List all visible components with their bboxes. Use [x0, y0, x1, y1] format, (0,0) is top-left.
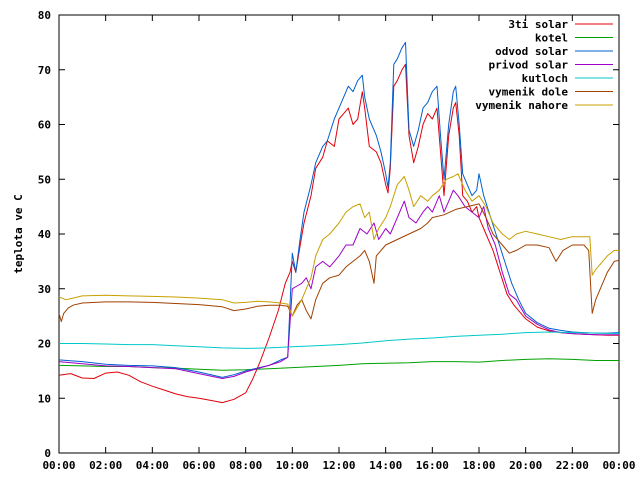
x-tick-label: 06:00 [182, 459, 215, 472]
y-tick-label: 30 [38, 283, 51, 296]
x-tick-label: 04:00 [136, 459, 169, 472]
legend-label: privod solar [489, 59, 569, 72]
y-axis-ticks: 0 10 20 30 40 50 60 70 80 [38, 9, 619, 460]
legend-label: kutloch [522, 72, 568, 85]
y-axis-label: teplota ve C [12, 194, 25, 273]
y-tick-label: 70 [38, 64, 51, 77]
x-tick-label: 00:00 [42, 459, 75, 472]
y-tick-label: 60 [38, 119, 51, 132]
legend-label: odvod solar [495, 45, 568, 58]
x-tick-label: 12:00 [322, 459, 355, 472]
x-tick-label: 14:00 [369, 459, 402, 472]
series-line-kotel [58, 358, 619, 371]
x-tick-label: 18:00 [462, 459, 495, 472]
x-axis-ticks: 00:00 02:00 04:00 06:00 08:00 10:00 12:00 14:00… [42, 15, 636, 472]
x-tick-label: 20:00 [509, 459, 542, 472]
y-tick-label: 20 [38, 338, 51, 351]
series-line-vymenik-dole [58, 203, 620, 323]
series-line-kutloch [59, 331, 620, 349]
series-line-3ti-solar [58, 63, 619, 404]
y-tick-label: 10 [38, 392, 51, 405]
y-tick-label: 80 [38, 9, 51, 22]
series-line-vymenik-nahore [58, 173, 619, 317]
legend-label: kotel [535, 32, 568, 45]
series-line-privod-solar [58, 189, 619, 379]
x-tick-label: 02:00 [89, 459, 122, 472]
y-tick-label: 40 [38, 228, 51, 241]
x-tick-label: 00:00 [602, 459, 635, 472]
series-lines [58, 41, 620, 404]
x-tick-label: 22:00 [556, 459, 589, 472]
y-tick-label: 0 [44, 447, 51, 460]
legend-label: vymenik nahore [475, 99, 568, 112]
y-tick-label: 50 [38, 173, 51, 186]
x-tick-label: 08:00 [229, 459, 262, 472]
legend-label: vymenik dole [489, 86, 569, 99]
legend-label: 3ti solar [508, 18, 568, 31]
x-tick-label: 10:00 [276, 459, 309, 472]
x-tick-label: 16:00 [416, 459, 449, 472]
